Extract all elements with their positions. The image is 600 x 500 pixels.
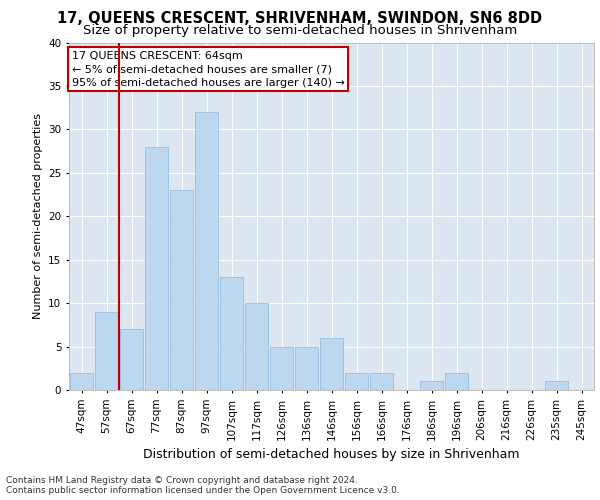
Bar xyxy=(344,372,368,390)
Text: Contains public sector information licensed under the Open Government Licence v3: Contains public sector information licen… xyxy=(6,486,400,495)
Text: 17, QUEENS CRESCENT, SHRIVENHAM, SWINDON, SN6 8DD: 17, QUEENS CRESCENT, SHRIVENHAM, SWINDON… xyxy=(58,11,542,26)
Text: Contains HM Land Registry data © Crown copyright and database right 2024.: Contains HM Land Registry data © Crown c… xyxy=(6,476,358,485)
Bar xyxy=(70,372,94,390)
Bar xyxy=(119,329,143,390)
Bar xyxy=(170,190,193,390)
Bar xyxy=(370,372,394,390)
Bar xyxy=(269,346,293,390)
X-axis label: Distribution of semi-detached houses by size in Shrivenham: Distribution of semi-detached houses by … xyxy=(143,448,520,461)
Text: 17 QUEENS CRESCENT: 64sqm
← 5% of semi-detached houses are smaller (7)
95% of se: 17 QUEENS CRESCENT: 64sqm ← 5% of semi-d… xyxy=(71,51,344,88)
Y-axis label: Number of semi-detached properties: Number of semi-detached properties xyxy=(32,114,43,320)
Bar xyxy=(545,382,568,390)
Bar xyxy=(95,312,118,390)
Bar xyxy=(220,277,244,390)
Bar xyxy=(445,372,469,390)
Bar xyxy=(245,303,268,390)
Bar xyxy=(295,346,319,390)
Bar xyxy=(419,382,443,390)
Bar xyxy=(145,147,169,390)
Text: Size of property relative to semi-detached houses in Shrivenham: Size of property relative to semi-detach… xyxy=(83,24,517,37)
Bar xyxy=(194,112,218,390)
Bar xyxy=(320,338,343,390)
